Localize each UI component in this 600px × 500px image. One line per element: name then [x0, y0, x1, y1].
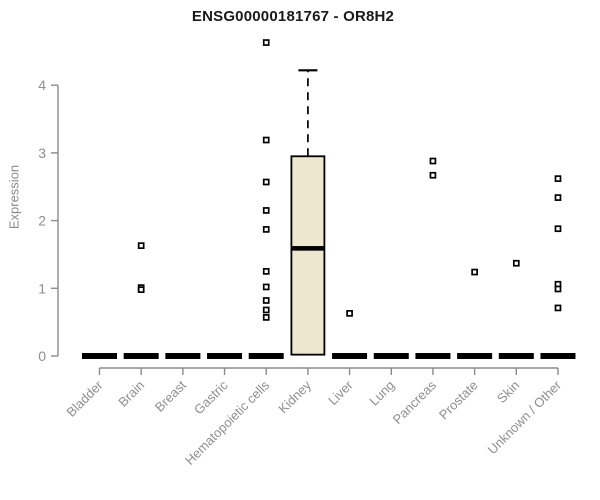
outlier-point-unknown-other [554, 285, 562, 293]
x-tick-label: Breast [152, 377, 189, 414]
flat-bar-lung [373, 353, 409, 359]
box-kidney [290, 155, 326, 356]
flat-bar-gastric [207, 353, 243, 359]
x-tick-label: Bladder [63, 377, 106, 420]
x-tick-label: Liver [325, 377, 356, 408]
chart-title: ENSG00000181767 - OR8H2 [191, 8, 395, 25]
flat-bar-breast [165, 353, 201, 359]
x-tick-label: Pancreas [390, 377, 440, 427]
flat-bar-bladder [82, 353, 117, 359]
outlier-point-unknown-other [554, 175, 562, 182]
flat-bar-unknown-other [540, 353, 576, 359]
outlier-point-hematopoietic-cells [262, 314, 270, 321]
flat-bar-prostate [457, 353, 493, 359]
flat-bar-liver [332, 353, 368, 359]
outlier-point-brain [137, 242, 145, 249]
x-tick-label: Skin [494, 378, 522, 406]
x-tick-label: Prostate [436, 378, 481, 423]
x-tick-label: Kidney [275, 377, 314, 416]
outlier-point-hematopoietic-cells [262, 283, 270, 291]
median-line-kidney [291, 246, 325, 251]
y-tick-label: 3 [38, 145, 46, 161]
flat-bar-pancreas [415, 353, 451, 359]
outlier-point-skin [512, 259, 520, 267]
outlier-point-hematopoietic-cells [262, 136, 270, 144]
outlier-point-hematopoietic-cells [262, 306, 270, 314]
flat-bar-hematopoietic-cells [248, 353, 284, 359]
outlier-point-prostate [471, 268, 478, 276]
flat-bar-skin [498, 353, 534, 359]
x-tick-label: Brain [115, 378, 147, 410]
outlier-point-hematopoietic-cells [262, 39, 270, 46]
outlier-point-hematopoietic-cells [262, 178, 270, 186]
outlier-point-unknown-other [554, 194, 562, 201]
y-tick-label: 1 [38, 280, 46, 296]
outlier-point-hematopoietic-cells [262, 268, 270, 275]
flat-bar-brain [123, 353, 159, 359]
outlier-point-unknown-other [554, 225, 562, 233]
x-tick-label: Gastric [191, 377, 231, 417]
outlier-point-hematopoietic-cells [262, 297, 270, 304]
y-tick-label: 2 [38, 213, 46, 229]
y-tick-label: 0 [38, 348, 46, 364]
outlier-point-pancreas [429, 171, 437, 179]
y-tick-label: 4 [38, 77, 46, 93]
outlier-point-hematopoietic-cells [262, 207, 270, 214]
outlier-point-hematopoietic-cells [262, 226, 270, 233]
outlier-point-liver [346, 309, 353, 317]
outlier-point-unknown-other [554, 304, 562, 312]
outlier-point-pancreas [429, 157, 437, 165]
outlier-point-brain [137, 286, 145, 294]
x-tick-label: Lung [366, 378, 397, 409]
x-tick-label: Unknown / Other [485, 377, 565, 457]
